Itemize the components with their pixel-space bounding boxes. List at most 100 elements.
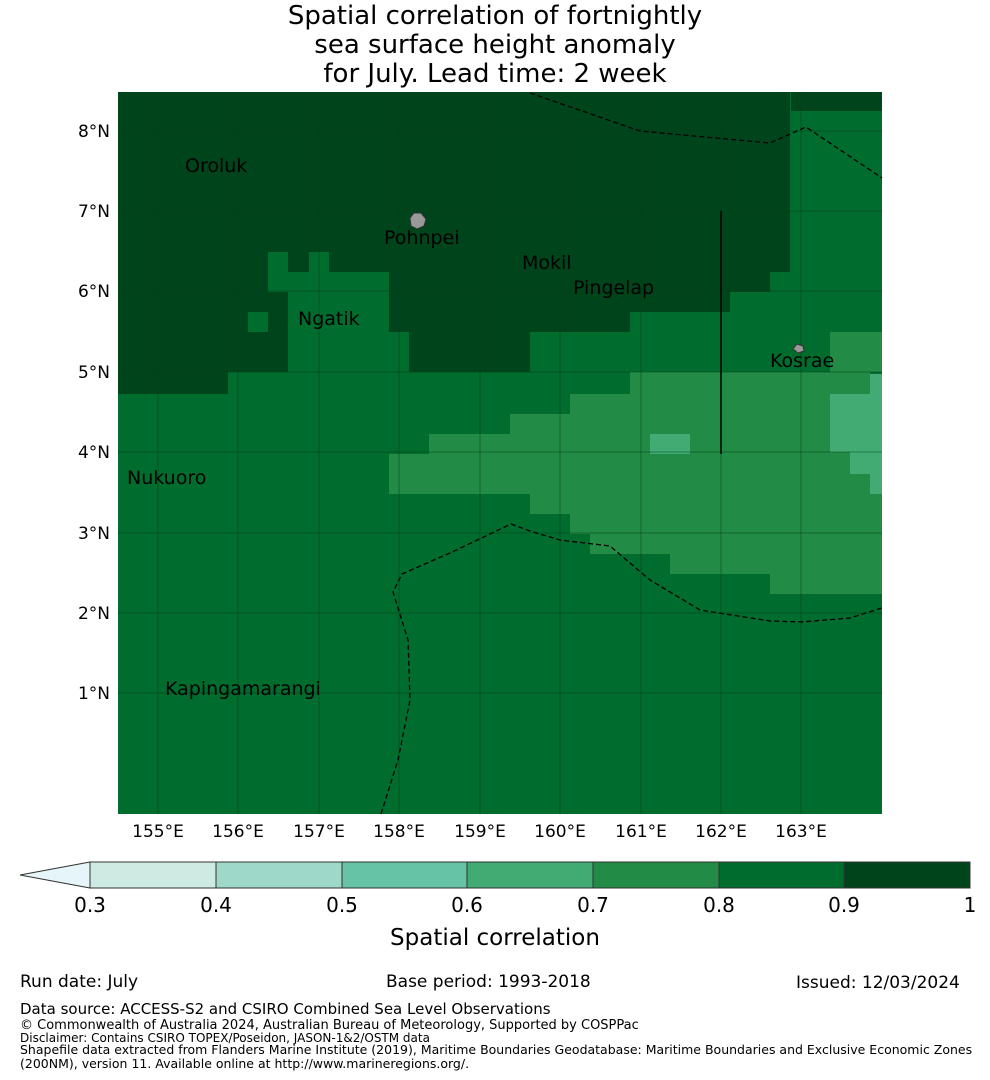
place-label-mokil: Mokil <box>522 252 572 274</box>
eez-boundaries <box>380 92 883 815</box>
copyright-text: © Commonwealth of Australia 2024, Austra… <box>20 1018 639 1033</box>
colorbar-tick-0.3: 0.3 <box>74 893 106 917</box>
correlation-cell <box>730 272 770 292</box>
lon-label-160e: 160°E <box>534 822 586 842</box>
place-label-oroluk: Oroluk <box>185 155 247 177</box>
correlation-cell <box>770 574 882 594</box>
correlation-cell <box>389 474 530 494</box>
run-date: Run date: July <box>20 972 139 992</box>
data-source: Data source: ACCESS-S2 and CSIRO Combine… <box>20 1000 551 1018</box>
map-figure: Oroluk Pohnpei Mokil Pingelap Ngatik Kos… <box>19 92 977 951</box>
correlation-cell <box>630 312 730 374</box>
colorbar-tick-0.8: 0.8 <box>703 893 735 917</box>
correlation-cell <box>590 534 882 554</box>
correlation-cell <box>690 292 730 312</box>
longitude-labels: 155°E 156°E 157°E 158°E 159°E 160°E 161°… <box>132 822 827 842</box>
base-period: Base period: 1993-2018 <box>386 972 591 992</box>
correlation-cell <box>750 192 790 272</box>
correlation-cell <box>530 494 882 514</box>
correlation-cell <box>570 514 882 534</box>
colorbar-tick-1: 1 <box>964 893 977 917</box>
lon-label-163e: 163°E <box>775 822 827 842</box>
colorbar-bin-0.7 <box>593 862 719 888</box>
place-label-ngatik: Ngatik <box>298 308 360 330</box>
correlation-cell <box>730 292 830 374</box>
correlation-cell <box>830 332 882 372</box>
eez-boundary-south <box>380 523 883 815</box>
lat-label-6n: 6°N <box>78 282 110 302</box>
lon-label-156e: 156°E <box>212 822 264 842</box>
colorbar-bin-0.6 <box>467 862 593 888</box>
disclaimer-text: Disclaimer: Contains CSIRO TOPEX/Poseido… <box>20 1031 430 1045</box>
lon-label-155e: 155°E <box>132 822 184 842</box>
pohnpei-island <box>409 212 427 230</box>
lat-label-1n: 1°N <box>78 684 110 704</box>
colorbar-bin-0.4 <box>216 862 342 888</box>
lat-label-4n: 4°N <box>78 443 110 463</box>
colorbar-tick-0.9: 0.9 <box>828 893 860 917</box>
colorbar-tick-0.7: 0.7 <box>577 893 609 917</box>
correlation-cell <box>510 414 880 454</box>
lon-label-157e: 157°E <box>293 822 345 842</box>
correlation-cell <box>570 394 630 414</box>
correlation-cell <box>830 312 882 332</box>
correlation-cell <box>850 452 882 474</box>
place-labels: Oroluk Pohnpei Mokil Pingelap Ngatik Kos… <box>127 155 834 700</box>
correlation-cell <box>429 434 510 454</box>
title-line-3: for July. Lead time: 2 week <box>323 59 667 89</box>
shapefile-credit-2: (200NM), version 11. Available online at… <box>20 1056 470 1071</box>
colorbar-bin-0.8 <box>719 862 844 888</box>
correlation-cell <box>670 92 690 112</box>
title-line-2: sea surface height anomaly <box>314 30 676 60</box>
lat-label-7n: 7°N <box>78 202 110 222</box>
correlation-cell <box>870 374 882 394</box>
lon-label-159e: 159°E <box>454 822 506 842</box>
lon-label-158e: 158°E <box>373 822 425 842</box>
lon-label-162e: 162°E <box>695 822 747 842</box>
colorbar-label: Spatial correlation <box>390 925 600 951</box>
correlation-cell <box>530 332 630 374</box>
place-label-pohnpei: Pohnpei <box>384 227 460 249</box>
correlation-cell <box>650 434 690 454</box>
lat-label-2n: 2°N <box>78 604 110 624</box>
shapefile-credit-1: Shapefile data extracted from Flanders M… <box>20 1042 973 1057</box>
correlation-cell <box>791 92 882 111</box>
correlation-grid <box>118 92 882 814</box>
colorbar-bin-0.3 <box>90 862 216 888</box>
lat-label-5n: 5°N <box>78 363 110 383</box>
colorbar-frame <box>89 861 971 889</box>
correlation-cell <box>248 312 268 332</box>
correlation-cell <box>268 252 288 272</box>
colorbar-tick-0.4: 0.4 <box>200 893 232 917</box>
lat-label-3n: 3°N <box>78 524 110 544</box>
issued-date: Issued: 12/03/2024 <box>796 973 960 993</box>
correlation-cell <box>118 92 670 372</box>
lat-label-8n: 8°N <box>78 122 110 142</box>
chart-title: Spatial correlation of fortnightly sea s… <box>0 2 990 89</box>
correlation-cell <box>870 474 882 494</box>
kosrae-island <box>792 343 805 354</box>
colorbar-extend-arrow <box>19 861 91 889</box>
correlation-cell <box>309 252 329 272</box>
colorbar-tick-0.5: 0.5 <box>326 893 358 917</box>
place-label-kosrae: Kosrae <box>770 350 834 372</box>
correlation-cell <box>268 272 389 292</box>
colorbar: 0.3 0.4 0.5 0.6 0.7 0.8 0.9 1 Spatial co… <box>19 861 977 951</box>
place-label-pingelap: Pingelap <box>573 277 654 299</box>
correlation-cell <box>670 554 882 574</box>
correlation-cell <box>288 312 389 332</box>
eez-boundary-north <box>529 92 883 179</box>
place-label-kapingamarangi: Kapingamarangi <box>165 678 321 700</box>
latitude-labels: 8°N 7°N 6°N 5°N 4°N 3°N 2°N 1°N <box>78 122 110 704</box>
correlation-cell <box>770 92 790 212</box>
place-label-nukuoro: Nukuoro <box>127 467 206 489</box>
correlation-cell <box>288 332 409 374</box>
lon-label-161e: 161°E <box>615 822 667 842</box>
colorbar-tick-0.6: 0.6 <box>451 893 483 917</box>
title-line-1: Spatial correlation of fortnightly <box>287 1 703 31</box>
correlation-cell <box>830 394 882 452</box>
colorbar-bin-0.5 <box>342 862 467 888</box>
correlation-cell <box>118 372 228 394</box>
colorbar-bin-0.9 <box>844 862 970 888</box>
correlation-cell <box>288 292 389 312</box>
